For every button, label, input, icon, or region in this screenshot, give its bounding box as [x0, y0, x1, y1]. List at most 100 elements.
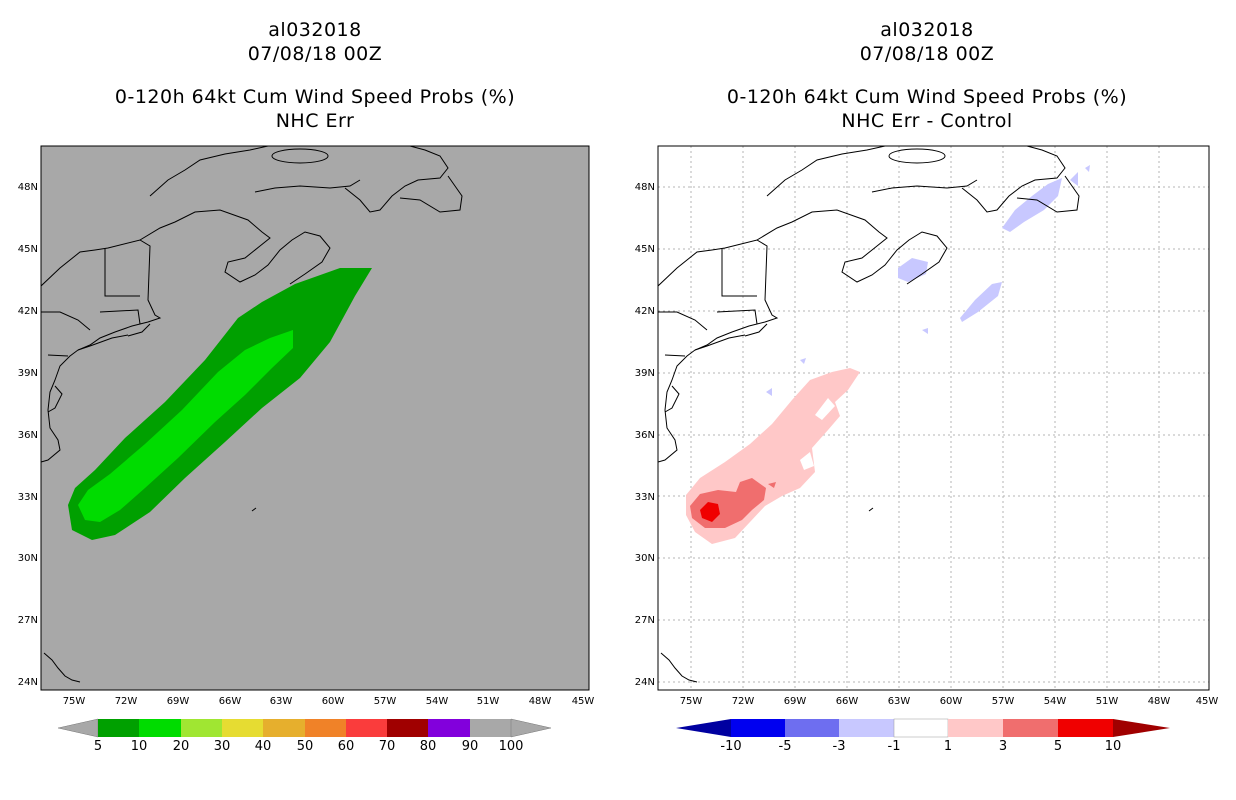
right-lat-label: 45N — [635, 244, 655, 255]
left-colorbar-label: 10 — [131, 739, 148, 754]
right-lon-label: 51W — [1096, 696, 1119, 707]
left-map-background — [41, 146, 589, 690]
right-lat-axis: 48N 45N 42N 39N 36N 33N 30N 27N 24N — [635, 182, 655, 688]
right-colorbar-swatch — [893, 718, 949, 738]
left-lat-label: 27N — [18, 615, 38, 626]
right-lon-label: 72W — [732, 696, 755, 707]
right-map-frame — [657, 145, 1210, 691]
right-lon-label: 60W — [940, 696, 963, 707]
left-lon-label: 57W — [374, 696, 397, 707]
left-lon-label: 75W — [63, 696, 86, 707]
right-contour-pos-hole — [800, 398, 835, 470]
left-lat-label: 45N — [18, 244, 38, 255]
left-colorbar-label: 70 — [379, 739, 396, 754]
right-colorbar-swatch — [731, 719, 785, 737]
left-colorbar-label: 20 — [173, 739, 190, 754]
left-colorbar-label: 80 — [420, 739, 437, 754]
right-contour-neg-1-3 — [766, 165, 1090, 396]
left-lon-label: 54W — [426, 696, 449, 707]
right-lat-label: 48N — [635, 182, 655, 193]
left-colorbar-swatch — [470, 719, 511, 737]
right-colorbar-swatch — [839, 719, 894, 737]
right-colorbar-label: 5 — [1054, 739, 1062, 754]
left-colorbar-swatch — [346, 719, 387, 737]
left-contour-10-20 — [78, 330, 293, 522]
left-title-block: al032018 07/08/18 00Z 0-120h 64kt Cum Wi… — [35, 18, 595, 133]
right-lat-label: 24N — [635, 677, 655, 688]
left-colorbar-label: 100 — [499, 739, 524, 754]
right-colorbar-label: -3 — [833, 739, 846, 754]
left-coastline — [41, 146, 463, 683]
left-colorbar-label: 90 — [462, 739, 479, 754]
left-subtitle: NHC Err — [275, 110, 355, 132]
left-storm-id: al032018 — [268, 19, 362, 41]
right-colorbar-high-arrow — [1113, 719, 1170, 737]
left-lon-axis: 75W 72W 69W 66W 63W 60W 57W 54W 51W 48W … — [63, 696, 595, 707]
left-map-frame — [40, 145, 590, 691]
left-lon-label: 66W — [219, 696, 242, 707]
left-colorbar-label: 50 — [297, 739, 314, 754]
right-lon-label: 75W — [680, 696, 703, 707]
right-colorbar-label: -5 — [779, 739, 792, 754]
left-lon-label: 45W — [572, 696, 595, 707]
left-colorbar-label: 40 — [255, 739, 272, 754]
left-colorbar-label: 5 — [94, 739, 102, 754]
right-lon-label: 66W — [836, 696, 859, 707]
right-colorbar-label: 1 — [944, 739, 952, 754]
left-colorbar-label: 30 — [214, 739, 231, 754]
right-lon-label: 54W — [1044, 696, 1067, 707]
right-colorbar-swatch — [948, 719, 1003, 737]
left-colorbar-swatch — [305, 719, 346, 737]
right-colorbar-swatch — [785, 719, 839, 737]
right-lat-label: 39N — [635, 368, 655, 379]
left-lon-label: 69W — [167, 696, 190, 707]
left-lat-label: 24N — [18, 677, 38, 688]
left-colorbar-swatch — [428, 719, 470, 737]
left-colorbar-swatch — [263, 719, 305, 737]
left-lat-label: 30N — [18, 553, 38, 564]
left-lat-label: 33N — [18, 492, 38, 503]
left-lon-label: 51W — [477, 696, 500, 707]
left-colorbar-swatch — [98, 719, 139, 737]
right-colorbar-label: -10 — [720, 739, 741, 754]
left-lon-label: 72W — [115, 696, 138, 707]
right-contour-pos-5-10 — [700, 502, 720, 522]
left-datetime: 07/08/18 00Z — [247, 43, 383, 65]
right-map-panel: 48N 45N 42N 39N 36N 33N 30N 27N 24N 75W … — [635, 145, 1219, 707]
right-colorbar-low-arrow — [676, 719, 731, 737]
right-storm-id: al032018 — [880, 19, 974, 41]
right-coastline — [658, 146, 1080, 683]
left-colorbar-high-arrow — [510, 718, 552, 738]
left-colorbar-label: 60 — [338, 739, 355, 754]
right-colorbar-label: 3 — [999, 739, 1007, 754]
right-lon-label: 57W — [992, 696, 1015, 707]
left-colorbar-swatch — [222, 719, 263, 737]
left-lat-label: 39N — [18, 368, 38, 379]
right-lon-label: 45W — [1196, 696, 1219, 707]
left-lat-label: 42N — [18, 306, 38, 317]
right-title-block: al032018 07/08/18 00Z 0-120h 64kt Cum Wi… — [647, 18, 1207, 133]
right-lon-label: 48W — [1148, 696, 1171, 707]
right-colorbar-swatch — [1003, 719, 1058, 737]
right-datetime: 07/08/18 00Z — [859, 43, 995, 65]
left-colorbar-swatch — [387, 719, 428, 737]
right-colorbar: -10 -5 -3 -1 1 3 5 10 — [676, 718, 1170, 754]
left-lon-label: 63W — [270, 696, 293, 707]
right-lat-label: 27N — [635, 615, 655, 626]
right-colorbar-swatch — [1058, 719, 1113, 737]
right-lat-label: 30N — [635, 553, 655, 564]
right-lat-label: 36N — [635, 430, 655, 441]
left-product: 0-120h 64kt Cum Wind Speed Probs (%) — [114, 86, 516, 108]
left-lon-label: 48W — [529, 696, 552, 707]
right-contour-pos-small — [744, 482, 776, 506]
right-map-background — [658, 146, 1209, 690]
left-lat-label: 48N — [18, 182, 38, 193]
right-subtitle: NHC Err - Control — [841, 110, 1013, 132]
left-colorbar-low-arrow — [57, 718, 99, 738]
left-lon-label: 60W — [322, 696, 345, 707]
left-lat-axis: 48N 45N 42N 39N 36N 33N 30N 27N 24N — [18, 182, 38, 688]
right-lon-label: 63W — [888, 696, 911, 707]
right-product: 0-120h 64kt Cum Wind Speed Probs (%) — [726, 86, 1128, 108]
right-lon-axis: 75W 72W 69W 66W 63W 60W 57W 54W 51W 48W … — [680, 696, 1219, 707]
